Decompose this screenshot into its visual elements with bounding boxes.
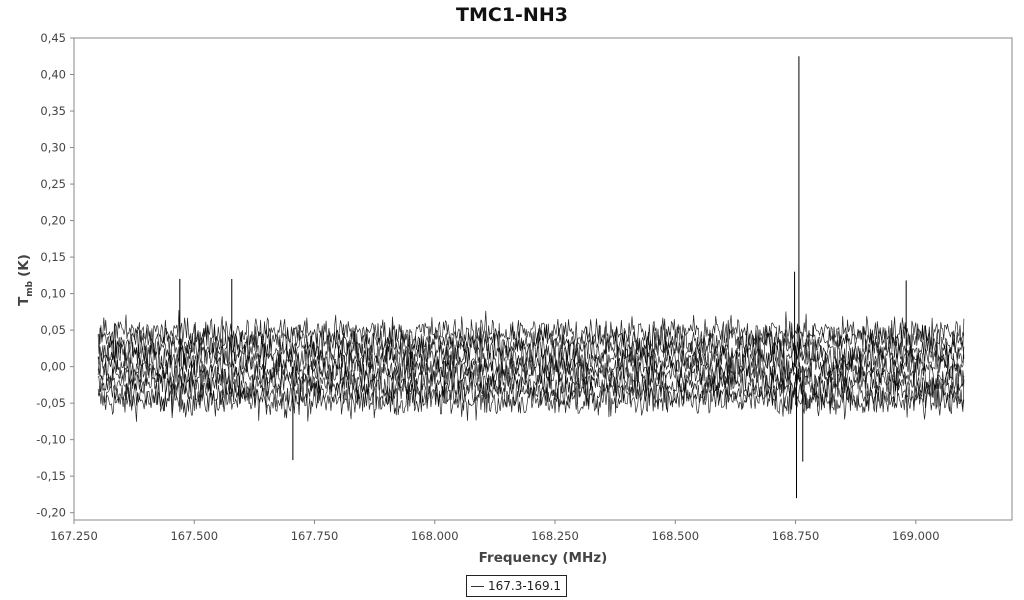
y-axis-title: Tmb (K) [16, 254, 35, 306]
series-trace [97, 328, 965, 370]
y-tick-label: 0,30 [40, 141, 66, 155]
x-tick-label: 168.750 [772, 529, 820, 543]
y-tick-label: 0,00 [40, 360, 66, 374]
x-tick-label: 167.500 [170, 529, 218, 543]
y-tick-label: -0,10 [36, 433, 66, 447]
x-tick-label: 168.000 [411, 529, 459, 543]
y-axis-title-sub: mb [25, 280, 35, 296]
y-tick-label: -0,20 [36, 506, 66, 520]
x-axis: 167.250 167.500 167.750 168.000 168.250 168.5… [50, 520, 940, 543]
y-tick-label: 0,25 [40, 177, 66, 191]
x-axis-title: Frequency (MHz) [479, 550, 608, 566]
series-group [97, 56, 965, 499]
series-trace [97, 362, 965, 406]
chart-title: TMC1-NH3 [456, 4, 568, 26]
series-trace [97, 318, 965, 361]
x-tick-label: 169.000 [892, 529, 940, 543]
y-axis: -0,20 -0,15 -0,10 -0,05 0,00 0,05 0,10 0,15 0,20… [36, 31, 74, 520]
series-trace [98, 309, 965, 353]
series-trace [97, 345, 965, 389]
y-tick-label: 0,35 [40, 104, 66, 118]
series-trace [97, 336, 965, 379]
y-axis-title-unit: (K) [16, 254, 32, 277]
x-tick-label: 167.750 [291, 529, 339, 543]
y-tick-label: 0,45 [40, 31, 66, 45]
y-tick-label: 0,20 [40, 214, 66, 228]
x-tick-label: 168.500 [652, 529, 700, 543]
svg-text:Tmb(K): Tmb (K) [16, 254, 35, 306]
y-tick-label: -0,05 [36, 396, 66, 410]
y-tick-label: -0,15 [36, 469, 66, 483]
y-tick-label: 0,40 [40, 68, 66, 82]
y-tick-label: 0,05 [40, 323, 66, 337]
legend-label: 167.3-169.1 [488, 579, 562, 593]
series-trace [97, 352, 965, 399]
series-trace [97, 381, 965, 422]
y-tick-label: 0,10 [40, 287, 66, 301]
y-axis-title-main: T [16, 296, 32, 306]
plot-frame [73, 37, 1013, 521]
legend: 167.3-169.1 [466, 575, 568, 597]
y-tick-label: 0,15 [40, 250, 66, 264]
legend-swatch [471, 585, 484, 587]
x-tick-label: 167.250 [50, 529, 98, 543]
x-tick-label: 168.250 [531, 529, 579, 543]
